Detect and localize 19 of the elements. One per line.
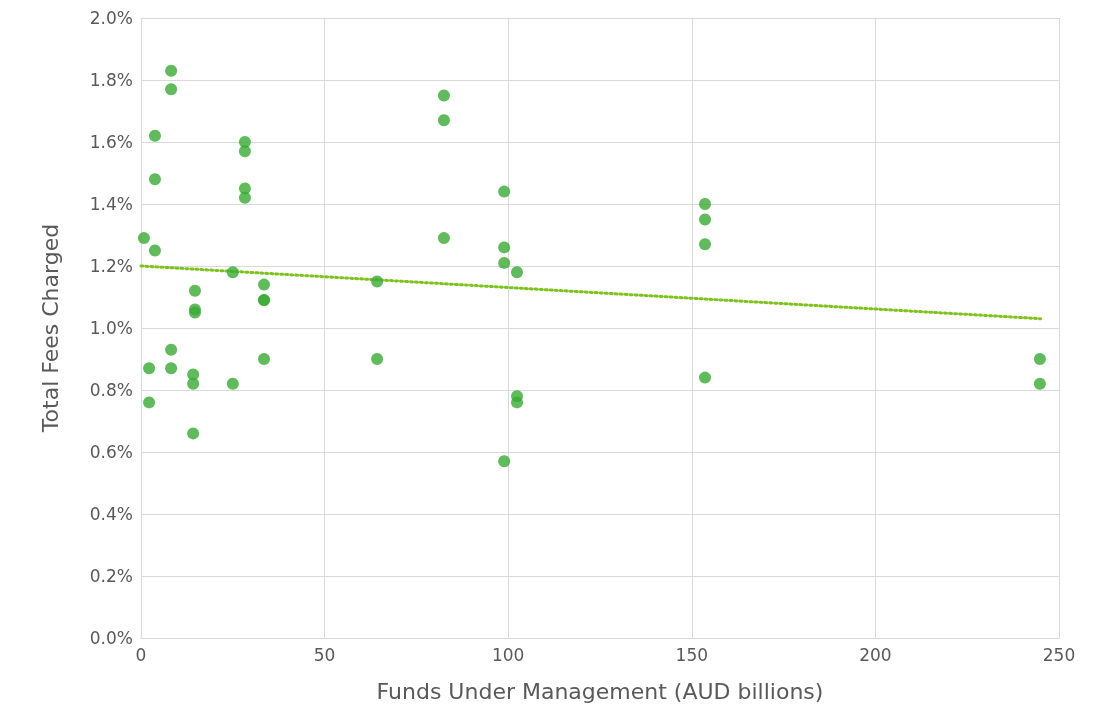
y-tick-label: 0.0% bbox=[89, 628, 133, 648]
y-tick-label: 0.4% bbox=[89, 504, 133, 524]
y-tick-label: 1.2% bbox=[89, 256, 133, 276]
y-tick-label: 0.6% bbox=[89, 442, 133, 462]
x-tick-label: 50 bbox=[313, 644, 336, 665]
y-tick-label: 1.4% bbox=[89, 194, 133, 214]
x-tick-label: 150 bbox=[675, 644, 709, 665]
x-axis-title: Funds Under Management (AUD billions) bbox=[376, 678, 824, 704]
y-tick-label: 1.0% bbox=[89, 318, 133, 338]
y-tick-label: 1.6% bbox=[89, 132, 133, 152]
x-tick-label: 250 bbox=[1042, 644, 1076, 665]
y-axis-title: Total Fees Charged bbox=[37, 223, 63, 434]
x-tick-label: 0 bbox=[135, 644, 147, 665]
y-tick-label: 1.8% bbox=[89, 70, 133, 90]
y-tick-label: 0.8% bbox=[89, 380, 133, 400]
y-tick-label: 2.0% bbox=[89, 8, 133, 28]
y-tick-label: 0.2% bbox=[89, 566, 133, 586]
x-tick-label: 100 bbox=[491, 644, 525, 665]
x-tick-label: 200 bbox=[859, 644, 892, 665]
